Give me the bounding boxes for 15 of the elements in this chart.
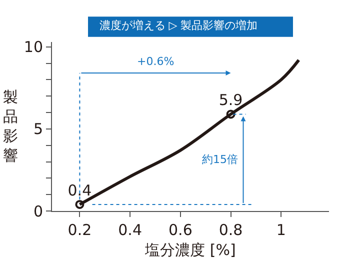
annotation: +0.6%: [137, 55, 174, 68]
data-label: 5.9: [218, 91, 243, 110]
annotation: 約15倍: [202, 153, 238, 166]
y-tick-label: 5: [33, 120, 43, 138]
x-tick-label: 0.4: [118, 221, 142, 239]
x-tick-label: 1: [276, 221, 286, 239]
chart-title: 濃度が増える ▷ 製品影響の増加: [99, 18, 258, 32]
data-label: 0.4: [68, 181, 92, 200]
x-tick-label: 0.8: [218, 221, 243, 239]
x-axis-title: 塩分濃度 [%]: [144, 241, 236, 259]
y-tick-label: 10: [24, 38, 43, 56]
y-tick-label: 0: [33, 202, 43, 220]
y-axis-title: 製品影響: [3, 88, 18, 164]
x-tick-label: 0.2: [68, 221, 92, 239]
x-tick-label: 0.6: [168, 221, 192, 239]
